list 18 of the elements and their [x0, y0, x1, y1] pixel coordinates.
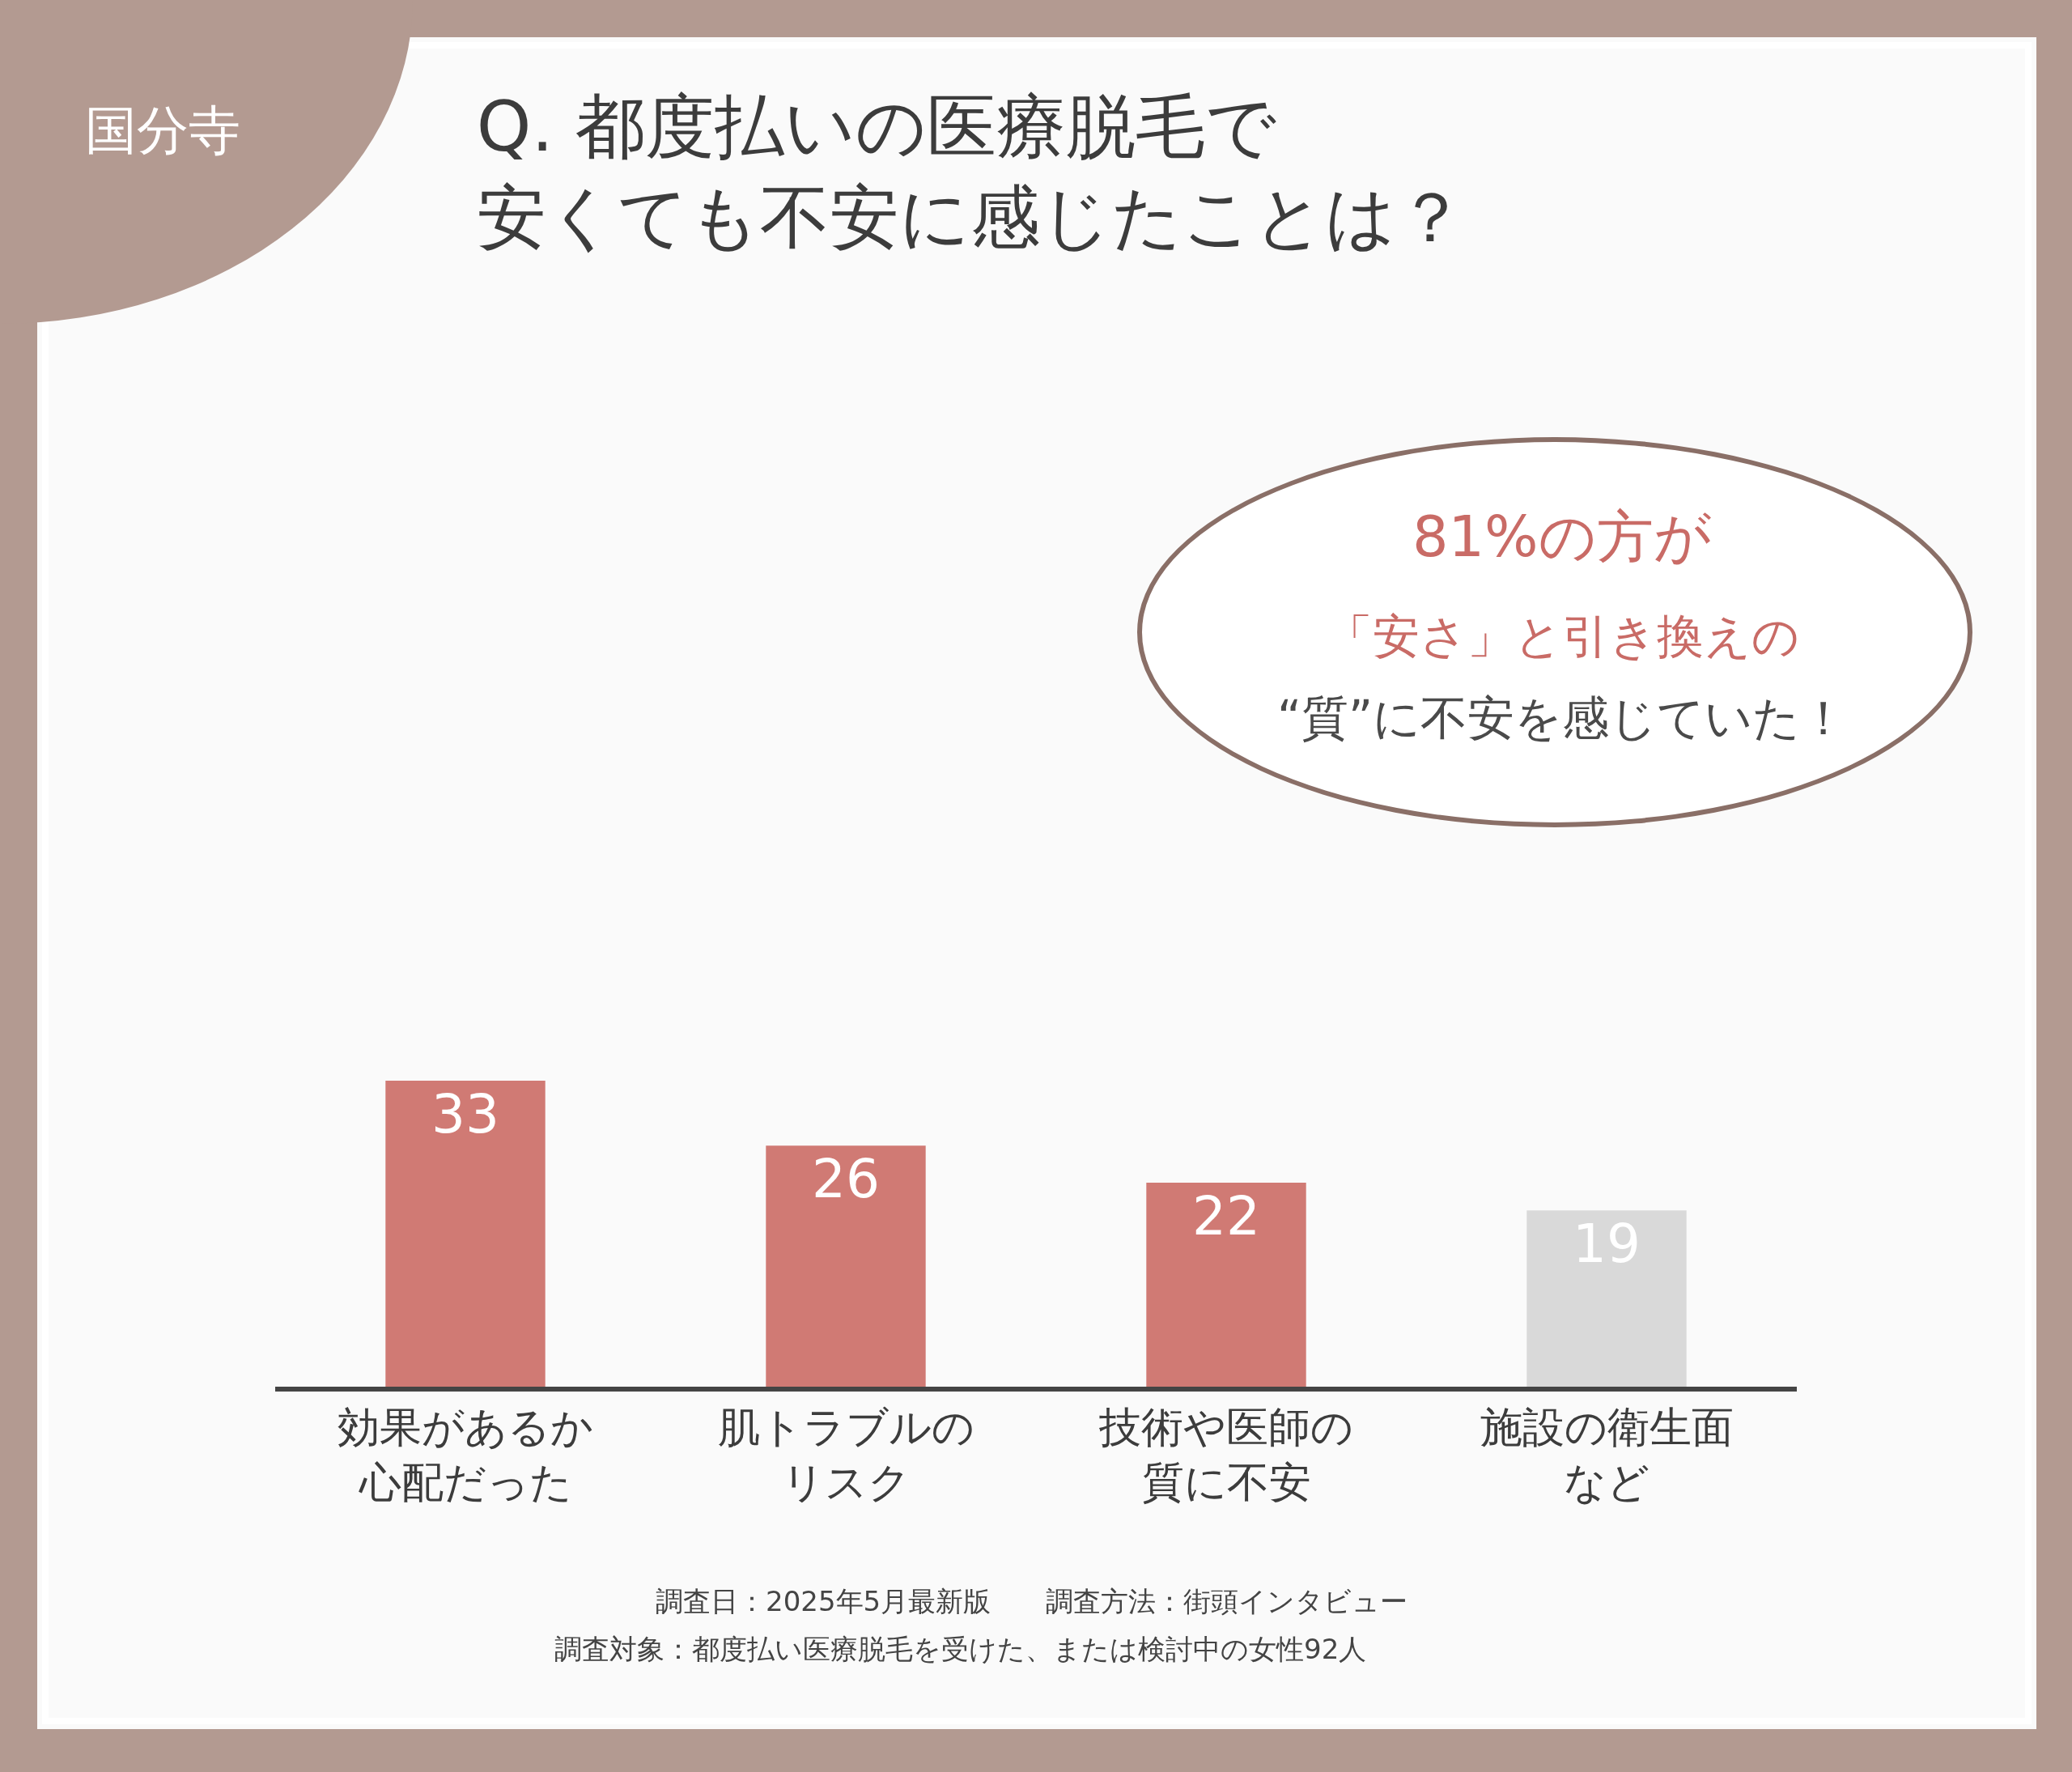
data-label: 33	[431, 1082, 499, 1145]
text: “質”に不安を感じていた！	[1277, 691, 1848, 746]
bar	[766, 1145, 926, 1387]
text: 調査対象：都度払い医療脱毛を受けた、または検討中の女性92人	[554, 1633, 1367, 1665]
data-label: 26	[812, 1148, 880, 1211]
data-label: 22	[1192, 1184, 1260, 1247]
text: 調査日：2025年5月最新版 調査方法：街頭インタビュー	[656, 1585, 1408, 1617]
x-tick-label: 施設の衛生面など	[1480, 1396, 1734, 1509]
bar	[1146, 1182, 1306, 1387]
text: 国分寺	[85, 100, 240, 160]
bar	[385, 1080, 546, 1387]
x-tick-label: 技術や医師の質に不安	[1098, 1396, 1353, 1509]
chart-title: Q. 都度払いの医療脱毛で安くても不安に感じたことは？	[476, 86, 1466, 257]
text: 「安さ」と引き換えの	[1326, 609, 1799, 664]
x-tick-label: 効果があるか心配だった	[338, 1396, 593, 1509]
x-tick-label: 肌トラブルのリスク	[717, 1396, 974, 1509]
text: 81%の方が	[1412, 504, 1712, 570]
bar	[1526, 1210, 1687, 1387]
